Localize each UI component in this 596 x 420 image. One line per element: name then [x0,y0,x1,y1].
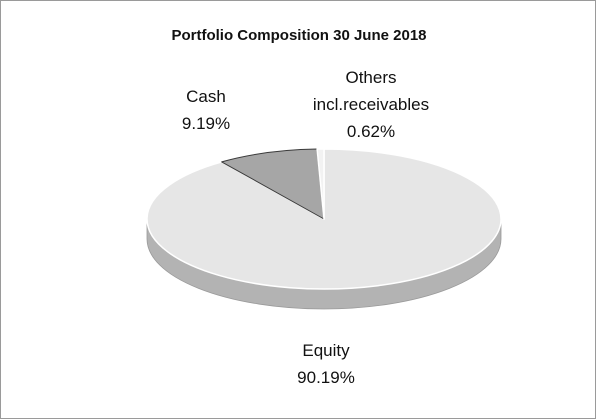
slice-value-label: 90.19% [297,368,355,387]
pie-slice [316,148,325,220]
slice-value-label: 0.62% [346,122,396,141]
slice-label: Cash [186,87,226,106]
slice-label: Others incl.receivables [312,68,430,114]
pie-slice [221,148,325,220]
slice-label: Equity [302,341,350,360]
chart-title: Portfolio Composition 30 June 2018 [171,27,427,44]
slice-value-label: 9.19% [181,114,231,133]
